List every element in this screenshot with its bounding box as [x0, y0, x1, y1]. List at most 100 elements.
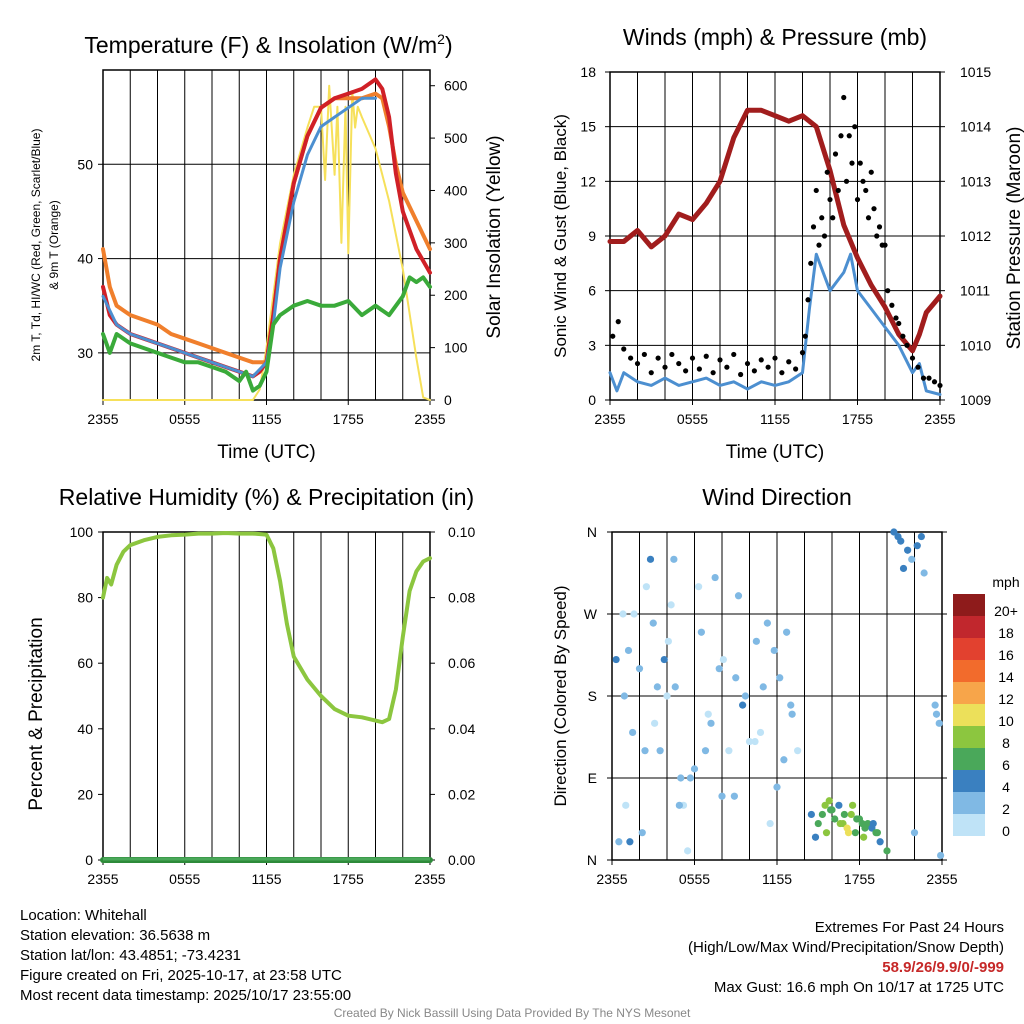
y-tick-label: 30 [77, 345, 93, 361]
gust-point [846, 133, 852, 139]
station-info: Location: Whitehall Station elevation: 3… [20, 906, 351, 1006]
y-tick-label: 80 [77, 590, 93, 606]
gust-point [843, 178, 850, 184]
wind-direction-point [730, 792, 738, 800]
wind-direction-point [629, 728, 637, 737]
extremes-panel: Extremes For Past 24 Hours (High/Low/Max… [688, 918, 1004, 998]
y-tick-label: 6 [588, 283, 596, 299]
gust-point [655, 355, 661, 361]
y2-tick-label: 600 [444, 78, 468, 94]
y-axis-title: Direction (Colored By Speed) [551, 585, 570, 806]
gust-point [827, 196, 833, 203]
latlon-text: Station lat/lon: 43.4851; -73.4231 [20, 947, 242, 964]
y-tick-label: 9 [588, 228, 596, 244]
wind-direction-point [825, 797, 833, 805]
x-tick-label: 2355 [87, 871, 118, 887]
gust-point [689, 355, 696, 361]
gust-point [731, 351, 737, 358]
wind-direction-point [684, 847, 692, 855]
series-line-dew-point [101, 275, 432, 393]
wind-direction-point [763, 619, 771, 627]
wind-direction-point [835, 801, 843, 809]
wind-direction-point [725, 747, 733, 755]
y-axis-title: Sonic Wind & Gust (Blue, Black) [551, 114, 570, 358]
wind-direction-point [860, 833, 868, 841]
gust-point [874, 233, 880, 239]
gust-point [832, 151, 839, 157]
gust-point [819, 215, 825, 221]
wind-direction-point [787, 701, 795, 709]
wind-direction-point [704, 710, 712, 718]
gust-point [857, 160, 863, 166]
legend-label: 6 [1002, 757, 1010, 773]
legend-label: 2 [1002, 801, 1010, 817]
gust-point [904, 342, 910, 348]
gust-point [810, 224, 817, 230]
title-superscript: 2 [437, 31, 445, 47]
y2-tick-label: 1014 [960, 119, 991, 135]
wind-direction-point [752, 637, 760, 645]
gust-point [641, 351, 647, 358]
wind-direction-point [615, 838, 623, 846]
gust-point [852, 124, 858, 130]
legend-label: 14 [998, 669, 1014, 685]
wind-direction-point [642, 583, 650, 591]
wind-direction-point [612, 655, 620, 664]
x-tick-label: 0555 [679, 871, 710, 887]
x-tick-label: 1155 [762, 871, 792, 887]
wind-direction-point [894, 532, 902, 541]
gust-point [909, 355, 916, 361]
created-text: Figure created on Fri, 2025-10-17, at 23… [20, 967, 342, 984]
wind-direction-point [667, 601, 675, 609]
gust-point [816, 242, 822, 248]
gust-point [896, 320, 902, 327]
gust-point [696, 366, 702, 372]
legend-label: 0 [1002, 823, 1010, 839]
legend-swatch [953, 682, 985, 704]
wind-direction-point [917, 532, 925, 541]
y-tick-label: 60 [77, 655, 93, 671]
wind-direction-point [635, 665, 644, 673]
wind-direction-point [828, 806, 836, 814]
wind-direction-point [656, 747, 664, 755]
x-tick-label: 1155 [251, 871, 281, 887]
gust-point [772, 355, 778, 361]
wind-direction-point [883, 847, 891, 855]
gust-point [805, 297, 811, 303]
title-end: ) [445, 32, 453, 58]
legend-label: 18 [998, 625, 1014, 641]
wind-direction-point [814, 819, 822, 828]
panel-4-grid [612, 532, 942, 860]
gust-point [808, 260, 814, 266]
wind-direction-point [869, 819, 877, 828]
gust-point [621, 346, 627, 352]
wind-direction-point [873, 829, 881, 837]
wind-direction-point [770, 646, 778, 655]
wind-direction-point [741, 692, 749, 700]
y-axis-title-line1: 2m T, Td, HI/WC (Red, Green, Scarlet/Blu… [29, 129, 43, 362]
wind-direction-point [715, 665, 723, 673]
y2-tick-label: 300 [444, 235, 468, 251]
legend-label: 10 [998, 713, 1014, 729]
legend-swatch [953, 814, 985, 836]
gust-point [830, 215, 836, 221]
y2-tick-label: 1012 [960, 228, 991, 244]
wind-direction-point [646, 555, 655, 563]
wind-direction-point [619, 610, 627, 618]
wind-direction-point [711, 573, 719, 582]
gust-point [717, 357, 723, 363]
title-main: Temperature (F) & Insolation (W/m [84, 32, 437, 58]
x-tick-label: 1755 [844, 871, 875, 887]
x-tick-label: 2355 [926, 871, 957, 887]
y-tick-label: 100 [70, 524, 94, 540]
wind-direction-point [849, 801, 857, 809]
wind-direction-point [818, 810, 826, 819]
y2-tick-label: 0.06 [448, 655, 475, 671]
y-tick-label: 0 [588, 392, 596, 408]
x-tick-label: 2355 [87, 411, 118, 427]
x-tick-label: 2355 [924, 411, 955, 427]
y-tick-label: 50 [77, 156, 93, 172]
gust-point [849, 160, 855, 166]
gust-point [683, 368, 689, 374]
wind-direction-point [624, 646, 633, 655]
